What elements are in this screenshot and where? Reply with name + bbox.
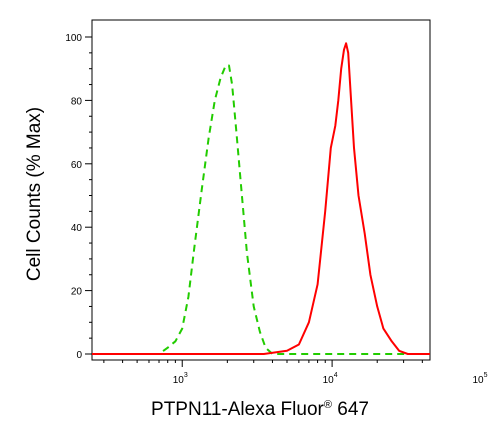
y-tick-label: 60	[71, 160, 83, 171]
series-line-1	[92, 64, 430, 355]
y-tick-label: 80	[71, 96, 83, 107]
series-line-2	[92, 42, 430, 355]
y-tick-label: 20	[71, 287, 83, 298]
x-tick-label: 103	[173, 372, 188, 386]
y-axis: 0 20 40 60 80 100	[65, 33, 92, 361]
y-tick-label: 100	[65, 33, 82, 44]
plot-curves	[92, 42, 430, 355]
plot-frame	[91, 19, 431, 361]
x-axis: 103 104 105	[103, 360, 488, 386]
y-tick-label: 0	[76, 350, 82, 361]
y-axis-title: Cell Counts (% Max)	[24, 107, 45, 281]
x-tick-label: 105	[472, 372, 487, 386]
x-axis-title: PTPN11-Alexa Fluor® 647	[151, 399, 369, 420]
x-tick-label: 104	[323, 372, 338, 386]
y-tick-label: 40	[71, 223, 83, 234]
